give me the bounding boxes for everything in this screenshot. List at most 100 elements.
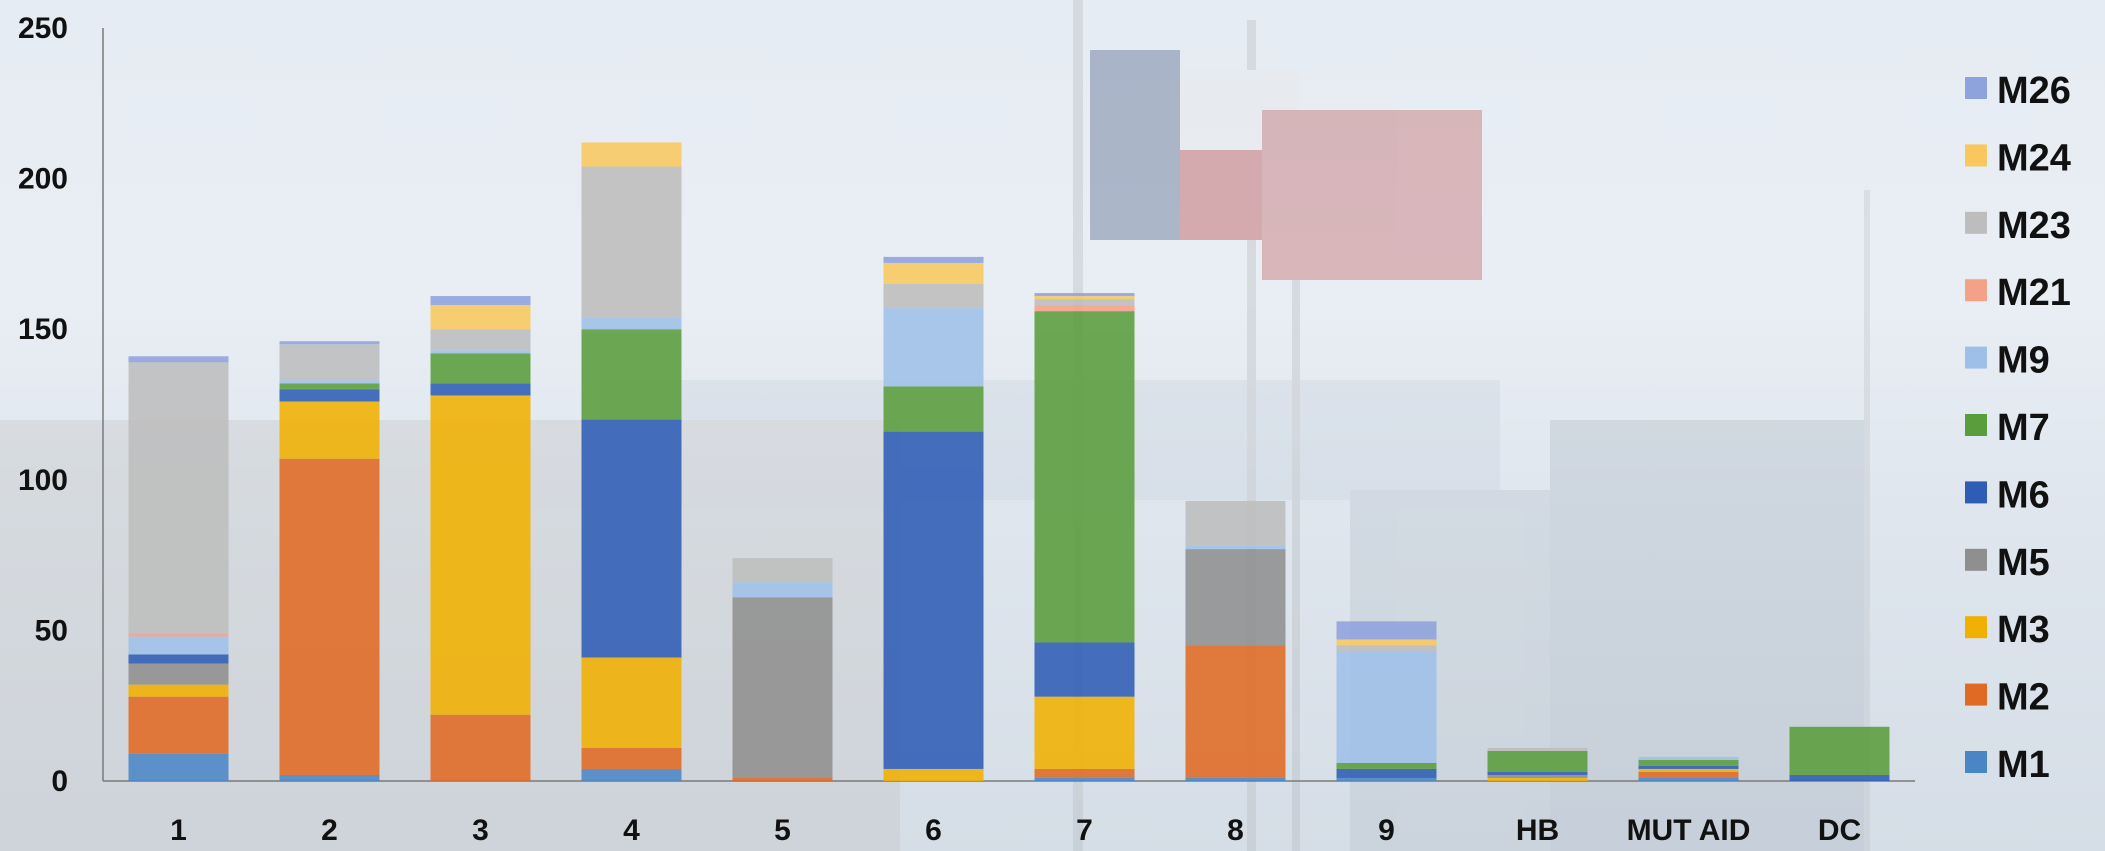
bg-flagpole-4	[1864, 190, 1870, 851]
legend-label: M23	[1997, 205, 2071, 247]
x-tick-label: 6	[925, 814, 942, 847]
bar-segment	[1336, 651, 1437, 763]
legend-swatch	[1965, 751, 1987, 773]
bar-segment	[279, 380, 380, 384]
bar-segment	[1336, 645, 1437, 652]
y-tick-label: 250	[18, 12, 68, 45]
y-tick-label: 50	[35, 614, 68, 647]
bar-segment	[128, 696, 229, 754]
bar-segment	[128, 684, 229, 697]
bar-segment	[430, 353, 531, 384]
legend-swatch	[1965, 144, 1987, 167]
bar-segment	[430, 305, 531, 330]
x-tick-label: 5	[774, 814, 791, 847]
bar-segment	[1638, 777, 1739, 781]
bar-segment	[883, 386, 984, 432]
bar-segment	[1034, 293, 1135, 297]
bar-segment	[581, 747, 682, 769]
bar-segment	[128, 633, 229, 637]
bar-segment	[1487, 777, 1588, 781]
bar-segment	[128, 654, 229, 664]
bar-segment	[1336, 621, 1437, 640]
bar-segment	[128, 663, 229, 685]
bar-segment	[1638, 759, 1739, 766]
bar-segment	[128, 753, 229, 781]
x-tick-label: DC	[1818, 814, 1861, 847]
legend-label: M21	[1997, 272, 2071, 314]
x-tick-label: 7	[1076, 814, 1093, 847]
bar-segment	[279, 344, 380, 381]
x-tick-labels: 1 2 3 4 5 6 7 8 9 HB MUT AID DC	[170, 814, 1861, 847]
bar-segment	[1336, 777, 1437, 781]
bar-segment	[430, 350, 531, 354]
legend-swatch	[1965, 683, 1987, 706]
bar-segment	[1789, 774, 1890, 781]
bar-segment	[430, 329, 531, 351]
x-tick-label: 1	[170, 814, 187, 847]
bar-segment	[1336, 768, 1437, 778]
bar-segment	[1185, 500, 1286, 547]
bar-segment	[732, 597, 833, 778]
bar-segment	[1638, 768, 1739, 772]
bg-flag-texas-white	[1180, 70, 1300, 150]
x-tick-label: 3	[472, 814, 489, 847]
bar-segment	[883, 308, 984, 387]
bar-segment	[883, 431, 984, 769]
bar-segment	[1487, 747, 1588, 751]
bar-segment	[279, 458, 380, 775]
bar-segment	[1336, 762, 1437, 769]
x-tick-label: HB	[1516, 814, 1559, 847]
bg-flagpole-2	[1247, 20, 1256, 851]
legend-label: M7	[1997, 407, 2050, 449]
bar-segment	[581, 317, 682, 330]
bar-segment	[430, 714, 531, 781]
bg-flag-texas-blue	[1090, 50, 1180, 240]
bar-segment	[430, 395, 531, 715]
bar-segment	[883, 262, 984, 285]
y-tick-label: 0	[51, 765, 68, 798]
bar-segment	[1034, 777, 1135, 781]
x-tick-label: 4	[623, 814, 640, 847]
bar-segment	[1034, 696, 1135, 769]
bar-segment	[430, 296, 531, 306]
bars	[128, 142, 1890, 781]
legend-label: M9	[1997, 340, 2050, 382]
bar-segment	[581, 768, 682, 781]
legend-label: M26	[1997, 70, 2071, 112]
bar-segment	[279, 401, 380, 459]
bar-segment	[1034, 768, 1135, 778]
legend-swatch	[1965, 77, 1987, 99]
legend-label: M1	[1997, 744, 2050, 786]
y-tick-label: 100	[18, 464, 68, 497]
x-tick-label: MUT AID	[1627, 814, 1751, 847]
bar-segment	[1638, 756, 1739, 760]
bar-segment	[1185, 777, 1286, 781]
legend-label: M6	[1997, 474, 2050, 516]
bar-segment	[1034, 311, 1135, 643]
bar-segment	[883, 256, 984, 263]
bar-segment	[732, 777, 833, 781]
bar-segment	[581, 329, 682, 420]
bar-segment	[1336, 639, 1437, 646]
bar-segment	[1487, 750, 1588, 772]
bar-segment	[279, 389, 380, 402]
x-tick-label: 8	[1227, 814, 1244, 847]
y-tick-label: 200	[18, 163, 68, 196]
bar-segment	[128, 356, 229, 363]
legend-label: M3	[1997, 609, 2050, 651]
legend-swatch	[1965, 548, 1987, 571]
bar-segment	[581, 142, 682, 167]
bar-segment	[128, 362, 229, 634]
bar-segment	[430, 383, 531, 396]
bar-segment	[732, 558, 833, 583]
legend: M26 M24 M23 M21 M9 M7 M6 M5 M3 M2 M1	[1965, 70, 2071, 786]
bar-segment	[1034, 642, 1135, 697]
bg-flagpole-3	[1292, 95, 1300, 851]
bar-segment	[1185, 645, 1286, 778]
bar-segment	[581, 657, 682, 748]
bar-segment	[279, 774, 380, 781]
legend-swatch	[1965, 279, 1987, 302]
bar-segment	[1638, 771, 1739, 778]
bar-segment	[1185, 546, 1286, 550]
